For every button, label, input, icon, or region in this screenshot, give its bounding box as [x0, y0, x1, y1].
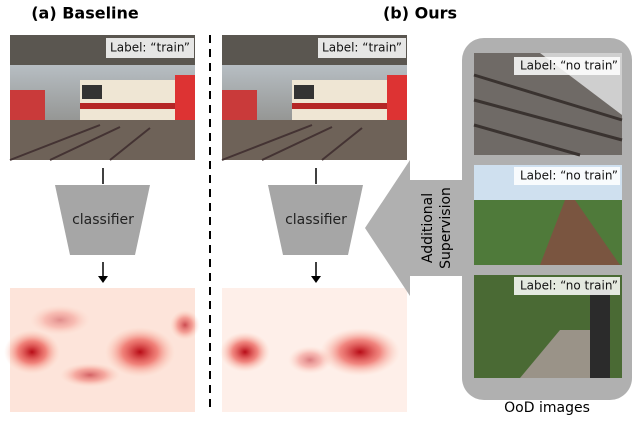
image-label: Label: “train”	[322, 41, 402, 55]
image-label: Label: “train”	[110, 41, 190, 55]
classifier-label: classifier	[72, 212, 134, 228]
rail	[473, 73, 623, 157]
image-label: Label: “no train”	[520, 279, 618, 293]
heatmap-group	[220, 288, 407, 412]
panel-title: (a) Baseline	[31, 4, 139, 23]
heatmap-group	[4, 288, 200, 412]
heat-blob	[60, 363, 120, 387]
platform	[520, 330, 600, 378]
supervision-label: Additional	[420, 193, 436, 263]
ood-caption: OoD images	[504, 400, 590, 416]
heat-blob	[220, 332, 270, 372]
label-bg	[514, 167, 620, 185]
arrow-head	[311, 276, 321, 283]
heat-blob	[105, 327, 175, 377]
supervision-label: Supervision	[438, 187, 454, 269]
arrow-head	[98, 276, 108, 283]
supervision-arrow	[365, 160, 468, 296]
label-bg	[514, 57, 620, 75]
track	[540, 200, 620, 265]
image-label: Label: “no train”	[520, 169, 618, 183]
label-bg	[106, 38, 194, 58]
classifier-shape	[55, 185, 150, 255]
image-label: Label: “no train”	[520, 59, 618, 73]
heat-blob	[170, 310, 200, 340]
heat-blob	[320, 328, 400, 376]
label-bg	[318, 38, 406, 58]
label-bg	[514, 277, 620, 295]
panel-title: (b) Ours	[383, 4, 457, 23]
pillar	[590, 290, 610, 378]
classifier-label: classifier	[285, 212, 347, 228]
heat-blob	[4, 330, 60, 374]
heat-blob	[30, 305, 90, 335]
heat-blob	[288, 346, 332, 374]
classifier-shape	[268, 185, 363, 255]
